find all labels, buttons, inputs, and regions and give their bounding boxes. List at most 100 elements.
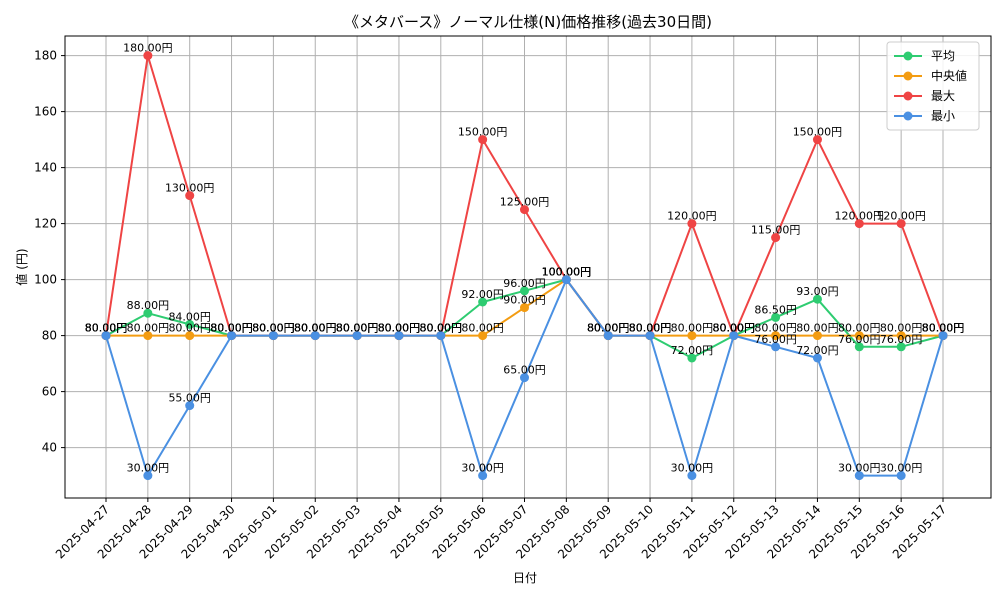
series-point <box>561 275 571 285</box>
legend-marker <box>903 111 913 121</box>
legend-box <box>886 41 980 131</box>
data-label: 80.00円 <box>420 322 463 335</box>
series-point <box>687 353 697 363</box>
data-label: 80.00円 <box>85 322 128 335</box>
series-point <box>185 331 195 341</box>
data-label: 100.00円 <box>542 266 592 279</box>
data-label: 80.00円 <box>754 322 797 335</box>
data-label: 65.00円 <box>503 364 546 377</box>
chart-title: 《メタバース》ノーマル仕様(N)価格推移(過去30日間) <box>344 13 712 31</box>
data-label: 76.00円 <box>838 333 881 346</box>
series-point <box>268 331 278 341</box>
series-point <box>771 331 781 341</box>
series-point <box>896 219 906 229</box>
y-tick-label: 40 <box>42 441 57 455</box>
data-label: 80.00円 <box>378 322 421 335</box>
data-label: 80.00円 <box>713 322 756 335</box>
data-label: 88.00円 <box>127 299 170 312</box>
data-label: 80.00円 <box>629 322 672 335</box>
data-label: 80.00円 <box>629 322 672 335</box>
legend-label: 最大 <box>931 89 955 103</box>
data-label: 80.00円 <box>336 322 379 335</box>
data-label: 76.00円 <box>754 333 797 346</box>
series-point <box>185 401 195 411</box>
series-point <box>478 331 488 341</box>
data-label: 80.00円 <box>85 322 128 335</box>
y-tick-label: 80 <box>42 329 57 343</box>
data-label: 180.00円 <box>123 42 173 55</box>
data-label: 80.00円 <box>378 322 421 335</box>
series-point <box>854 342 864 352</box>
data-label: 80.00円 <box>838 322 881 335</box>
data-label: 30.00円 <box>461 462 504 475</box>
series-point <box>520 286 529 296</box>
data-label: 80.00円 <box>587 322 630 335</box>
series-point <box>310 331 320 341</box>
series-point <box>478 297 488 307</box>
series-point <box>603 331 613 341</box>
series-point <box>185 191 195 201</box>
series-point <box>771 342 781 352</box>
series-point <box>812 294 822 304</box>
legend-label: 平均 <box>931 49 955 63</box>
data-label: 80.00円 <box>294 322 337 335</box>
series-layer <box>101 51 948 481</box>
series-point <box>812 353 822 363</box>
data-label: 80.00円 <box>168 322 211 335</box>
series-point <box>896 331 906 341</box>
data-label: 80.00円 <box>671 322 714 335</box>
data-label: 80.00円 <box>252 322 295 335</box>
data-label: 120.00円 <box>667 210 717 223</box>
data-label: 80.00円 <box>922 322 965 335</box>
series-point <box>143 331 153 341</box>
data-label: 80.00円 <box>252 322 295 335</box>
data-label: 80.00円 <box>85 322 128 335</box>
data-label: 30.00円 <box>127 462 170 475</box>
data-label: 80.00円 <box>922 322 965 335</box>
series-point <box>185 319 195 329</box>
plot-frame <box>64 35 992 499</box>
series-point <box>478 471 488 481</box>
series-point <box>352 331 362 341</box>
data-label: 80.00円 <box>629 322 672 335</box>
data-label: 150.00円 <box>793 126 843 139</box>
data-label: 72.00円 <box>671 344 714 357</box>
data-label: 84.00円 <box>168 310 211 323</box>
data-label: 100.00円 <box>542 266 592 279</box>
data-label: 130.00円 <box>165 182 215 195</box>
data-label: 125.00円 <box>500 196 550 209</box>
data-label: 80.00円 <box>629 322 672 335</box>
data-label: 80.00円 <box>336 322 379 335</box>
y-tick-label: 160 <box>34 105 57 119</box>
data-label: 80.00円 <box>420 322 463 335</box>
data-label: 80.00円 <box>378 322 421 335</box>
legend-label: 中央値 <box>931 68 967 83</box>
series-point <box>645 331 655 341</box>
series-point <box>854 331 864 341</box>
data-label: 30.00円 <box>880 462 923 475</box>
series-point <box>520 205 529 215</box>
series-point <box>896 342 906 352</box>
series-point <box>896 471 906 481</box>
series-point <box>687 471 697 481</box>
series-point <box>143 51 153 61</box>
data-label: 80.00円 <box>210 322 253 335</box>
series-point <box>101 331 111 341</box>
data-label: 93.00円 <box>796 285 839 298</box>
data-label: 80.00円 <box>713 322 756 335</box>
data-label: 150.00円 <box>458 126 508 139</box>
y-axis-label: 値 (円) <box>14 248 29 285</box>
series-point <box>520 303 529 313</box>
data-label: 80.00円 <box>294 322 337 335</box>
y-tick-label: 140 <box>34 161 57 175</box>
data-label: 120.00円 <box>876 210 926 223</box>
y-tick-label: 180 <box>34 49 57 63</box>
data-label: 100.00円 <box>542 266 592 279</box>
data-label: 80.00円 <box>587 322 630 335</box>
data-label: 80.00円 <box>294 322 337 335</box>
data-label: 80.00円 <box>336 322 379 335</box>
data-label: 30.00円 <box>838 462 881 475</box>
